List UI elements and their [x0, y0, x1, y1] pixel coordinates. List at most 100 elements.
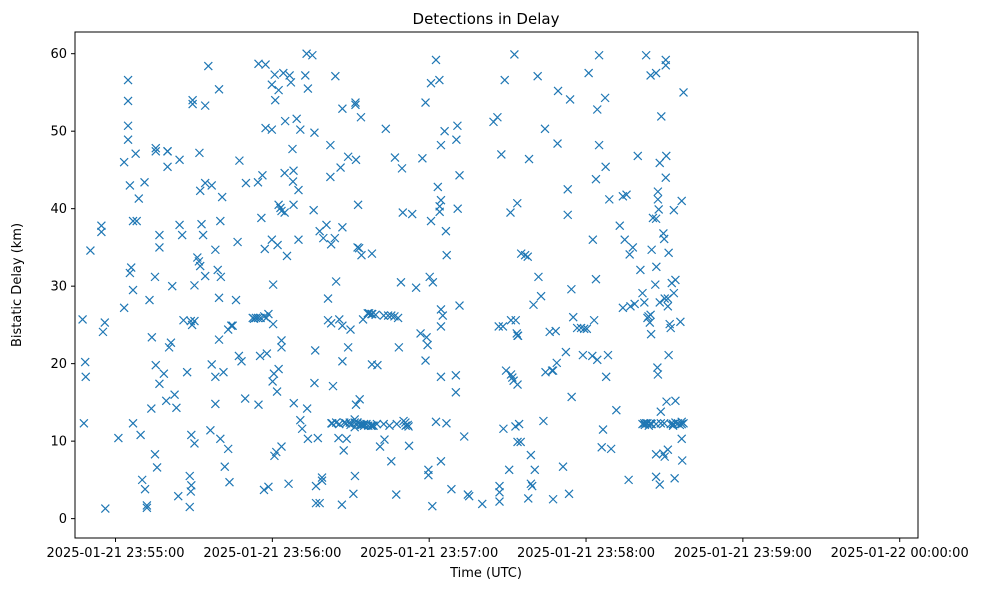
data-point [164, 342, 174, 352]
data-point [260, 244, 270, 254]
data-point [453, 204, 463, 214]
data-point [386, 456, 396, 466]
data-point [638, 288, 647, 298]
data-point [655, 158, 665, 168]
data-point [366, 421, 376, 431]
data-point [588, 235, 598, 245]
x-tick-label: 2025-01-22 00:00:00 [831, 546, 969, 561]
data-point [367, 309, 377, 319]
data-point [182, 367, 192, 377]
data-point [81, 372, 91, 382]
data-point [119, 157, 129, 167]
data-point [280, 208, 290, 217]
data-point [268, 280, 278, 290]
data-point [346, 420, 355, 430]
data-point [513, 331, 523, 341]
data-point [513, 380, 522, 389]
data-point [492, 112, 502, 122]
data-point [210, 245, 220, 255]
data-point [495, 497, 504, 507]
data-point [123, 135, 133, 145]
data-point [215, 216, 225, 226]
data-point [651, 262, 661, 272]
data-point [679, 88, 688, 97]
data-point [385, 421, 394, 431]
data-point [288, 177, 298, 186]
data-point [270, 95, 280, 105]
data-point [262, 349, 272, 359]
data-point [495, 487, 504, 497]
data-point [126, 263, 136, 272]
data-point [529, 300, 538, 310]
data-point [203, 61, 213, 71]
data-point [507, 373, 517, 383]
data-point [601, 162, 611, 172]
data-point [540, 124, 550, 134]
data-point [285, 70, 295, 80]
data-point [514, 419, 524, 429]
data-point [679, 418, 688, 428]
data-point [216, 272, 226, 282]
data-point [635, 265, 645, 275]
data-point [647, 419, 657, 429]
data-point [231, 295, 241, 305]
data-point [379, 419, 389, 429]
data-point [394, 342, 404, 352]
data-point [530, 465, 540, 475]
data-point [277, 342, 286, 352]
data-point [337, 222, 347, 232]
data-point [511, 315, 521, 325]
data-point [261, 60, 270, 69]
data-point [660, 452, 670, 462]
data-point [159, 369, 169, 379]
data-point [647, 245, 657, 255]
data-point [272, 387, 282, 396]
data-point [625, 249, 635, 259]
data-point [142, 503, 152, 513]
data-point [134, 194, 144, 204]
data-point [512, 329, 522, 338]
data-point [219, 367, 228, 377]
data-point [186, 430, 196, 440]
data-point [289, 398, 299, 408]
data-point [96, 227, 106, 237]
data-point [380, 435, 389, 445]
data-point [294, 235, 303, 245]
data-point [677, 456, 687, 465]
data-point [669, 205, 679, 215]
data-point [220, 462, 230, 472]
data-point [381, 124, 391, 134]
data-point [343, 152, 353, 162]
data-point [350, 418, 360, 427]
data-point [307, 50, 317, 60]
data-point [155, 242, 164, 252]
data-point [351, 155, 361, 165]
data-point [303, 434, 313, 444]
data-point [436, 195, 446, 205]
data-point [346, 325, 355, 334]
data-point [538, 416, 548, 426]
data-point [423, 340, 433, 350]
data-point [194, 148, 204, 158]
data-point [536, 291, 546, 301]
data-point [278, 68, 288, 78]
y-tick-label: 60 [50, 47, 67, 62]
data-point [663, 445, 673, 455]
data-point [140, 177, 149, 187]
data-point [677, 419, 687, 429]
data-point [618, 303, 628, 313]
data-point [391, 490, 401, 500]
data-point [311, 498, 321, 508]
data-point [348, 489, 358, 499]
data-point [423, 470, 433, 480]
data-point [175, 155, 184, 165]
data-point [185, 471, 195, 481]
data-point [494, 322, 504, 331]
y-tick-label: 20 [50, 357, 67, 372]
y-tick-label: 0 [59, 512, 67, 527]
data-point [356, 112, 366, 122]
data-point [526, 450, 536, 460]
data-point [226, 321, 236, 331]
data-point [286, 77, 296, 87]
